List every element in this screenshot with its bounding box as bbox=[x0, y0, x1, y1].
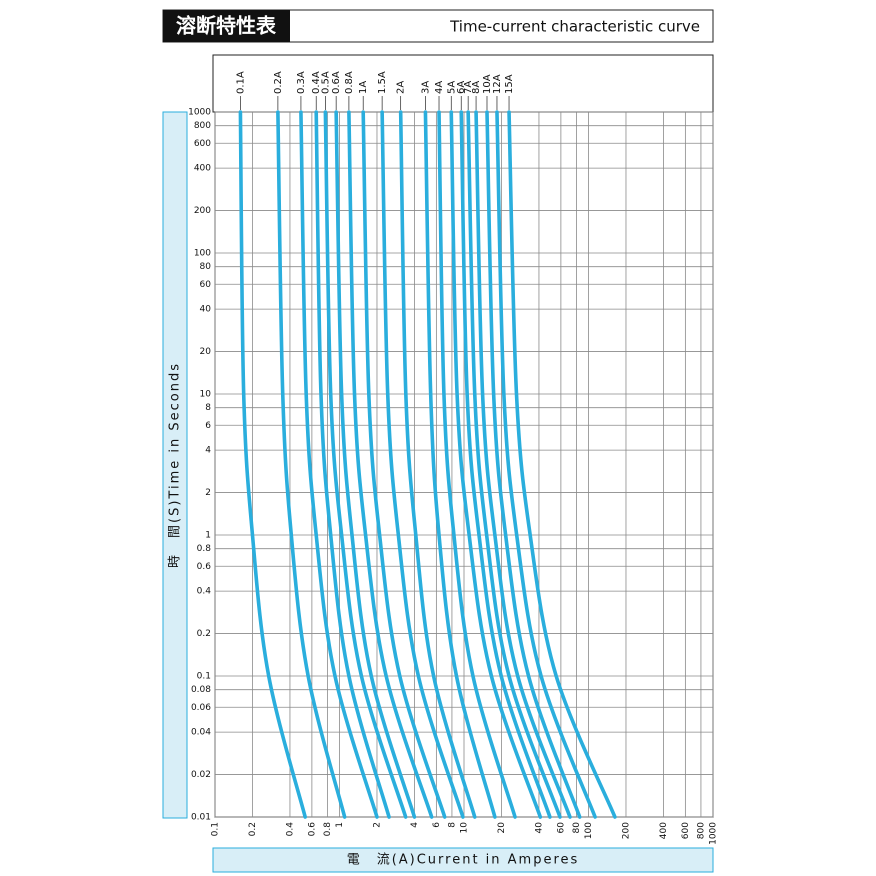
curve bbox=[459, 110, 552, 819]
series-label: 1.5A bbox=[377, 71, 388, 94]
series-label: 15A bbox=[504, 74, 515, 94]
x-tick-label: 400 bbox=[659, 822, 669, 839]
y-tick-label: 40 bbox=[200, 305, 212, 315]
curve bbox=[299, 110, 379, 819]
y-tick-label: 400 bbox=[194, 164, 211, 174]
x-tick-label: 0.4 bbox=[285, 822, 295, 837]
y-tick-label: 2 bbox=[205, 488, 211, 498]
x-tick-label: 20 bbox=[497, 822, 507, 834]
y-tick-label: 10 bbox=[200, 390, 212, 400]
x-tick-label: 800 bbox=[696, 822, 706, 839]
y-tick-label: 4 bbox=[205, 446, 211, 456]
y-tick-label: 6 bbox=[205, 421, 211, 431]
y-tick-label: 80 bbox=[200, 262, 212, 272]
series-label: 0.6A bbox=[331, 71, 342, 94]
y-tick-label: 600 bbox=[194, 139, 211, 149]
y-tick-label: 20 bbox=[200, 347, 212, 357]
y-axis-label: 時 間(S)Time in Seconds bbox=[168, 362, 183, 568]
curve bbox=[474, 110, 572, 819]
x-tick-label: 60 bbox=[556, 822, 566, 834]
y-tick-label: 800 bbox=[194, 121, 211, 131]
curve bbox=[495, 110, 597, 819]
y-tick-label: 0.8 bbox=[197, 544, 212, 554]
series-label: 2A bbox=[396, 81, 407, 94]
y-tick-label: 0.08 bbox=[191, 685, 211, 695]
y-tick-label: 0.1 bbox=[197, 672, 211, 682]
series-label: 3A bbox=[420, 81, 431, 94]
curve bbox=[466, 110, 562, 819]
curve bbox=[398, 110, 477, 819]
y-tick-label: 60 bbox=[200, 280, 212, 290]
y-tick-label: 1000 bbox=[188, 108, 211, 118]
x-tick-label: 0.8 bbox=[323, 822, 333, 837]
y-tick-label: 100 bbox=[194, 249, 211, 259]
series-label: 7A bbox=[463, 81, 474, 94]
y-tick-label: 200 bbox=[194, 206, 211, 216]
label-strip bbox=[212, 54, 714, 113]
x-tick-label: 2 bbox=[372, 822, 382, 828]
y-tick-label: 0.6 bbox=[197, 562, 212, 572]
chart-subtitle: Time-current characteristic curve bbox=[449, 18, 700, 36]
x-tick-label: 0.2 bbox=[248, 822, 258, 836]
series-label: 0.3A bbox=[296, 71, 307, 94]
series-label: 4A bbox=[434, 81, 445, 94]
x-tick-label: 200 bbox=[621, 822, 631, 839]
curve bbox=[323, 110, 408, 819]
x-tick-label: 1 bbox=[335, 822, 345, 828]
curve bbox=[314, 110, 391, 819]
x-tick-label: 8 bbox=[447, 822, 457, 828]
header-title-box bbox=[163, 10, 290, 42]
series-label: 0.5A bbox=[320, 71, 331, 94]
curve bbox=[437, 110, 517, 819]
series-label: 5A bbox=[446, 81, 457, 94]
series-label: 12A bbox=[492, 74, 503, 94]
curve bbox=[485, 110, 582, 819]
x-tick-label: 10 bbox=[460, 822, 470, 834]
series-label: 1A bbox=[358, 81, 369, 94]
curve bbox=[334, 110, 417, 819]
x-axis-label: 電 流(A)Current in Amperes bbox=[347, 853, 580, 868]
x-tick-label: 6 bbox=[432, 822, 442, 828]
series-label: 10A bbox=[482, 74, 493, 94]
y-tick-label: 8 bbox=[205, 403, 211, 413]
x-tick-label: 0.1 bbox=[211, 822, 221, 836]
curve bbox=[238, 110, 307, 819]
curve bbox=[380, 110, 465, 819]
x-label-box bbox=[212, 847, 714, 873]
series-label: 0.2A bbox=[273, 71, 284, 94]
x-tick-label: 100 bbox=[584, 822, 594, 839]
chart-title: 溶断特性表 bbox=[176, 14, 277, 38]
curve bbox=[276, 110, 347, 819]
curve bbox=[361, 110, 447, 819]
y-tick-label: 0.06 bbox=[191, 703, 211, 713]
series-label: 0.1A bbox=[235, 71, 246, 94]
curve bbox=[347, 110, 434, 819]
x-tick-label: 1000 bbox=[709, 822, 719, 845]
y-tick-label: 0.01 bbox=[191, 813, 211, 823]
curve bbox=[449, 110, 543, 819]
x-tick-label: 4 bbox=[410, 822, 420, 828]
y-tick-label: 0.02 bbox=[191, 770, 211, 780]
curve bbox=[507, 110, 617, 819]
y-tick-label: 1 bbox=[205, 531, 211, 541]
y-tick-label: 0.04 bbox=[191, 728, 211, 738]
x-tick-label: 80 bbox=[572, 822, 582, 834]
x-tick-label: 40 bbox=[534, 822, 544, 834]
series-label: 8A bbox=[471, 81, 482, 94]
curve bbox=[423, 110, 497, 819]
x-tick-label: 600 bbox=[681, 822, 691, 839]
series-label: 0.4A bbox=[311, 71, 322, 94]
series-label: 0.8A bbox=[344, 71, 355, 94]
x-tick-label: 0.6 bbox=[307, 822, 317, 837]
y-tick-label: 0.4 bbox=[197, 587, 212, 597]
series-label: 6A bbox=[456, 81, 467, 94]
y-tick-label: 0.2 bbox=[197, 629, 211, 639]
y-label-box bbox=[162, 111, 188, 819]
